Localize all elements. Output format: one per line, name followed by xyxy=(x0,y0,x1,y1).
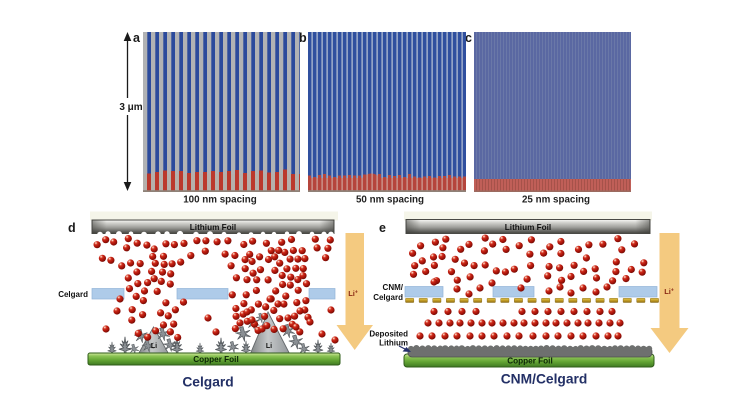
svg-text:50 nm spacing: 50 nm spacing xyxy=(356,195,424,206)
svg-text:3 μm: 3 μm xyxy=(119,102,142,113)
svg-text:d: d xyxy=(68,221,76,235)
svg-text:Li: Li xyxy=(266,343,272,350)
svg-text:CNM/Celgard: CNM/Celgard xyxy=(501,372,588,387)
svg-text:Celgard: Celgard xyxy=(373,293,403,302)
svg-text:25 nm spacing: 25 nm spacing xyxy=(522,195,590,206)
svg-text:Lithium Foil: Lithium Foil xyxy=(505,223,551,232)
svg-text:Lithium Foil: Lithium Foil xyxy=(190,223,236,232)
svg-text:Celgard: Celgard xyxy=(182,375,233,390)
svg-text:Celgard: Celgard xyxy=(58,290,88,299)
svg-text:b: b xyxy=(299,31,307,45)
svg-text:e: e xyxy=(379,221,386,235)
svg-text:a: a xyxy=(133,31,141,45)
svg-text:Li+: Li+ xyxy=(348,289,358,298)
svg-text:Lithium: Lithium xyxy=(379,339,408,348)
svg-text:CNM/: CNM/ xyxy=(383,283,404,292)
svg-text:c: c xyxy=(465,31,472,45)
svg-text:100 nm spacing: 100 nm spacing xyxy=(183,195,257,206)
svg-text:Copper Foil: Copper Foil xyxy=(507,357,552,366)
svg-text:Li+: Li+ xyxy=(664,287,674,296)
svg-text:Deposited: Deposited xyxy=(369,330,408,339)
svg-text:Copper Foil: Copper Foil xyxy=(193,355,238,364)
svg-text:Li: Li xyxy=(151,343,157,350)
